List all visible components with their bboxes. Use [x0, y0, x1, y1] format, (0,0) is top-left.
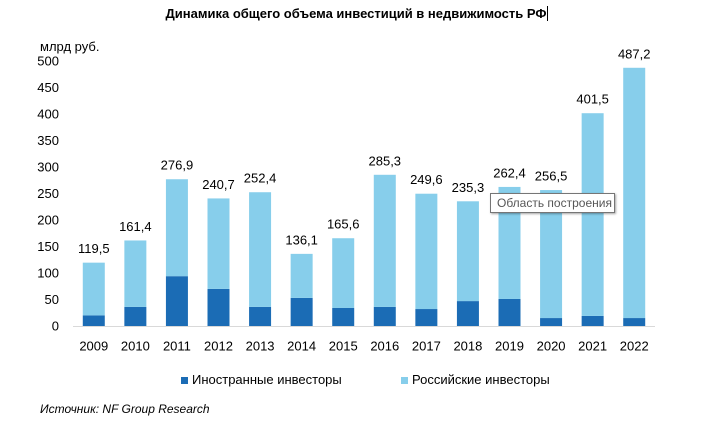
legend-swatch-russian	[401, 376, 408, 384]
data-label-total: 165,6	[327, 217, 360, 232]
y-tick-label: 0	[52, 319, 59, 334]
plot-area-tooltip: Область построения	[490, 193, 615, 213]
data-label-total: 285,3	[369, 153, 402, 168]
chart-title-text[interactable]: Динамика общего объема инвестиций в недв…	[165, 6, 547, 21]
data-label-total: 161,4	[119, 219, 152, 234]
bar-russian-investors[interactable]	[415, 193, 438, 310]
x-tick-label: 2010	[121, 339, 150, 354]
bar-foreign-investors[interactable]	[82, 315, 105, 326]
chart-title[interactable]: Динамика общего объема инвестиций в недв…	[0, 6, 714, 21]
x-tick-label: 2019	[495, 339, 524, 354]
x-tick-label: 2015	[329, 339, 358, 354]
legend-item-russian[interactable]: Российские инвесторы	[401, 372, 550, 388]
bar-russian-investors[interactable]	[165, 179, 188, 277]
data-label-total: 276,9	[161, 158, 194, 173]
data-label-total: 240,7	[202, 177, 235, 192]
legend-item-foreign[interactable]: Иностранные инвесторы	[181, 372, 342, 388]
bar-russian-investors[interactable]	[124, 240, 147, 307]
x-tick-label: 2012	[204, 339, 233, 354]
bar-russian-investors[interactable]	[290, 253, 313, 298]
data-label-total: 235,3	[452, 180, 485, 195]
bar-foreign-investors[interactable]	[581, 315, 604, 326]
y-tick-label: 500	[37, 54, 59, 69]
y-tick-label: 50	[45, 292, 59, 307]
plot-area[interactable]	[73, 51, 655, 326]
x-tick-label: 2016	[370, 339, 399, 354]
x-tick-label: 2022	[620, 339, 649, 354]
x-tick-label: 2017	[412, 339, 441, 354]
data-label-total: 119,5	[78, 241, 110, 256]
bar-foreign-investors[interactable]	[623, 318, 646, 326]
bar-russian-investors[interactable]	[456, 201, 479, 302]
x-tick-label: 2013	[246, 339, 275, 354]
bar-russian-investors[interactable]	[332, 238, 355, 308]
bar-foreign-investors[interactable]	[290, 297, 313, 326]
bar-foreign-investors[interactable]	[498, 298, 521, 326]
bar-foreign-investors[interactable]	[373, 306, 396, 326]
bar-russian-investors[interactable]	[373, 174, 396, 307]
bar-russian-investors[interactable]	[623, 67, 646, 319]
y-tick-label: 400	[37, 107, 59, 122]
x-tick-label: 2009	[79, 339, 108, 354]
legend-label-russian: Российские инвесторы	[412, 372, 550, 387]
bar-russian-investors[interactable]	[581, 113, 604, 316]
bar-foreign-investors[interactable]	[415, 309, 438, 326]
data-label-total: 487,2	[618, 46, 651, 61]
legend-label-foreign: Иностранные инвесторы	[192, 372, 342, 387]
data-label-total: 262,4	[493, 165, 526, 180]
bar-foreign-investors[interactable]	[165, 276, 188, 326]
text-cursor	[547, 6, 549, 21]
y-tick-label: 150	[37, 239, 59, 254]
bar-foreign-investors[interactable]	[332, 307, 355, 326]
data-label-total: 249,6	[410, 172, 443, 187]
y-tick-label: 350	[37, 133, 59, 148]
data-label-total: 401,5	[576, 92, 609, 107]
bar-foreign-investors[interactable]	[456, 301, 479, 326]
y-tick-label: 450	[37, 80, 59, 95]
y-tick-label: 250	[37, 186, 59, 201]
bar-foreign-investors[interactable]	[207, 288, 230, 326]
y-tick-label: 100	[37, 266, 59, 281]
x-tick-label: 2021	[578, 339, 607, 354]
y-axis-unit-label: млрд руб.	[40, 39, 100, 54]
y-tick-label: 300	[37, 160, 59, 175]
data-label-total: 252,4	[244, 171, 277, 186]
bar-russian-investors[interactable]	[540, 190, 563, 319]
bar-russian-investors[interactable]	[249, 192, 272, 307]
bar-russian-investors[interactable]	[207, 198, 230, 289]
bar-foreign-investors[interactable]	[124, 306, 147, 326]
legend-swatch-foreign	[181, 376, 188, 384]
y-tick-label: 200	[37, 213, 59, 228]
bar-foreign-investors[interactable]	[540, 318, 563, 326]
bar-foreign-investors[interactable]	[249, 306, 272, 326]
bar-russian-investors[interactable]	[82, 262, 105, 316]
x-tick-label: 2020	[537, 339, 566, 354]
x-tick-label: 2014	[287, 339, 316, 354]
x-tick-label: 2011	[163, 339, 191, 354]
bar-russian-investors[interactable]	[498, 186, 521, 299]
data-label-total: 136,1	[285, 232, 318, 247]
x-tick-label: 2018	[453, 339, 482, 354]
data-label-total: 256,5	[535, 169, 568, 184]
source-note: Источник: NF Group Research	[40, 402, 210, 416]
